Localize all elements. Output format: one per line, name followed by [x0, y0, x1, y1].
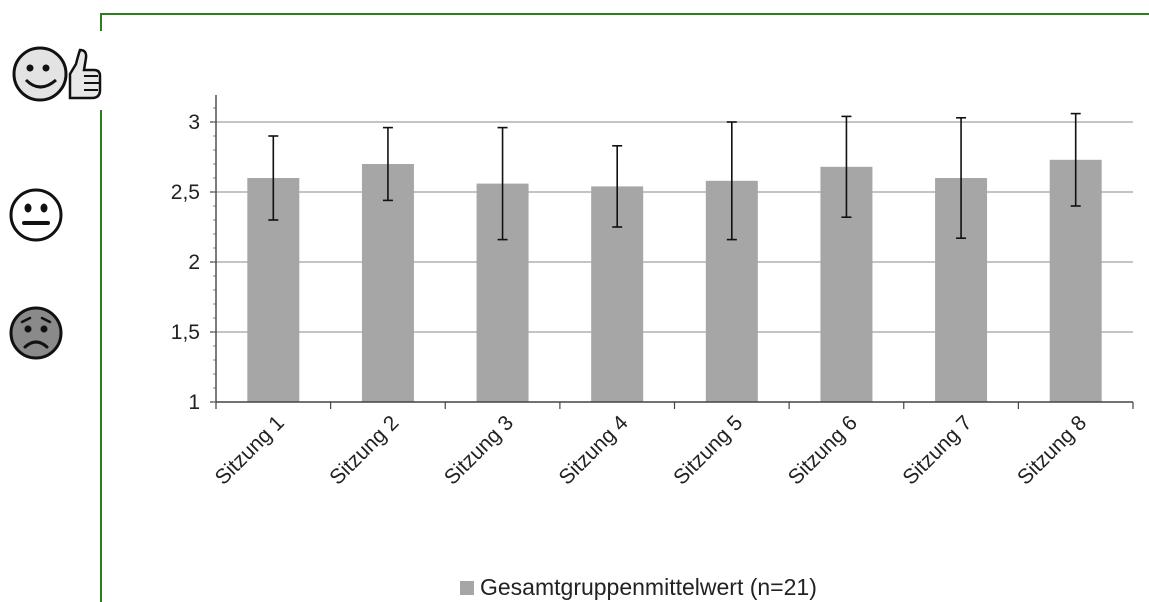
- x-tick-label: Sitzung 2: [325, 411, 403, 489]
- frame-left-line: [100, 110, 102, 602]
- x-tick-label: Sitzung 5: [669, 411, 747, 489]
- x-tick-label: Sitzung 8: [1013, 411, 1091, 489]
- x-tick-label: Sitzung 4: [555, 411, 633, 489]
- x-tick-label: Sitzung 7: [898, 411, 976, 489]
- bar: [361, 164, 414, 402]
- bars: [247, 159, 1102, 402]
- error-bars: [268, 112, 1081, 241]
- sad-face-icon: [9, 306, 63, 360]
- legend-swatch: [460, 580, 474, 595]
- y-tick-label: 2,5: [171, 181, 200, 204]
- legend-label: Gesamtgruppenmittelwert (n=21): [480, 574, 817, 600]
- y-tick-label: 2: [188, 251, 200, 274]
- neutral-face-icon: [9, 188, 63, 242]
- frame-left-line: [100, 13, 102, 31]
- y-tick-label: 1,5: [171, 321, 200, 344]
- y-tick-label: 3: [188, 111, 200, 134]
- smiley-thumbs-up-icon: [12, 46, 102, 102]
- axes: [210, 95, 1134, 409]
- x-tick-label: Sitzung 6: [784, 411, 862, 489]
- y-tick-label: 1: [188, 391, 200, 414]
- x-tick-label: Sitzung 3: [440, 411, 518, 489]
- legend: Gesamtgruppenmittelwert (n=21): [460, 574, 817, 601]
- frame-top-line: [100, 13, 1149, 15]
- x-tick-label: Sitzung 1: [211, 411, 289, 489]
- gridlines: [216, 121, 1133, 333]
